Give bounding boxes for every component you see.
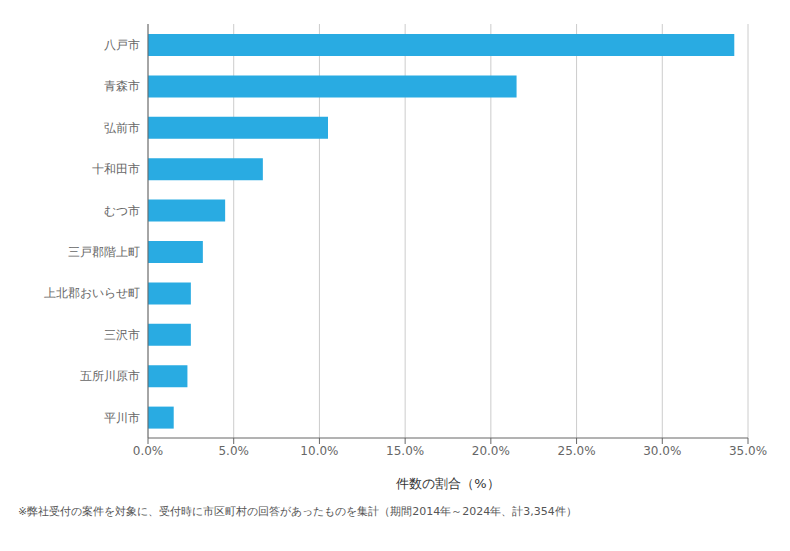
html-text:※弊社受付の案件を対象に、受付時に市区町村の回答があったもの: ※弊社受付の案件を対象に、受付時に市区町村の回答があったものを集計（期間2014…: [18, 505, 577, 518]
svg-text:八戸市: 八戸市: [104, 38, 140, 52]
svg-text:0.0%: 0.0%: [133, 444, 164, 458]
svg-text:30.0%: 30.0%: [643, 444, 681, 458]
svg-text:25.0%: 25.0%: [558, 444, 596, 458]
svg-text:件数の割合（%）: 件数の割合（%）: [396, 476, 499, 491]
svg-text:五所川原市: 五所川原市: [80, 369, 140, 383]
svg-text:十和田市: 十和田市: [92, 162, 140, 176]
svg-text:20.0%: 20.0%: [472, 444, 510, 458]
svg-text:むつ市: むつ市: [104, 204, 140, 218]
svg-text:青森市: 青森市: [104, 79, 140, 93]
svg-text:35.0%: 35.0%: [729, 444, 767, 458]
svg-text:三沢市: 三沢市: [104, 328, 140, 342]
svg-text:三戸郡階上町: 三戸郡階上町: [68, 245, 140, 259]
svg-text:平川市: 平川市: [104, 411, 140, 425]
svg-text:5.0%: 5.0%: [218, 444, 249, 458]
svg-text:上北郡おいらせ町: 上北郡おいらせ町: [44, 286, 140, 300]
svg-text:10.0%: 10.0%: [300, 444, 338, 458]
svg-text:15.0%: 15.0%: [386, 444, 424, 458]
svg-text:弘前市: 弘前市: [104, 121, 140, 135]
